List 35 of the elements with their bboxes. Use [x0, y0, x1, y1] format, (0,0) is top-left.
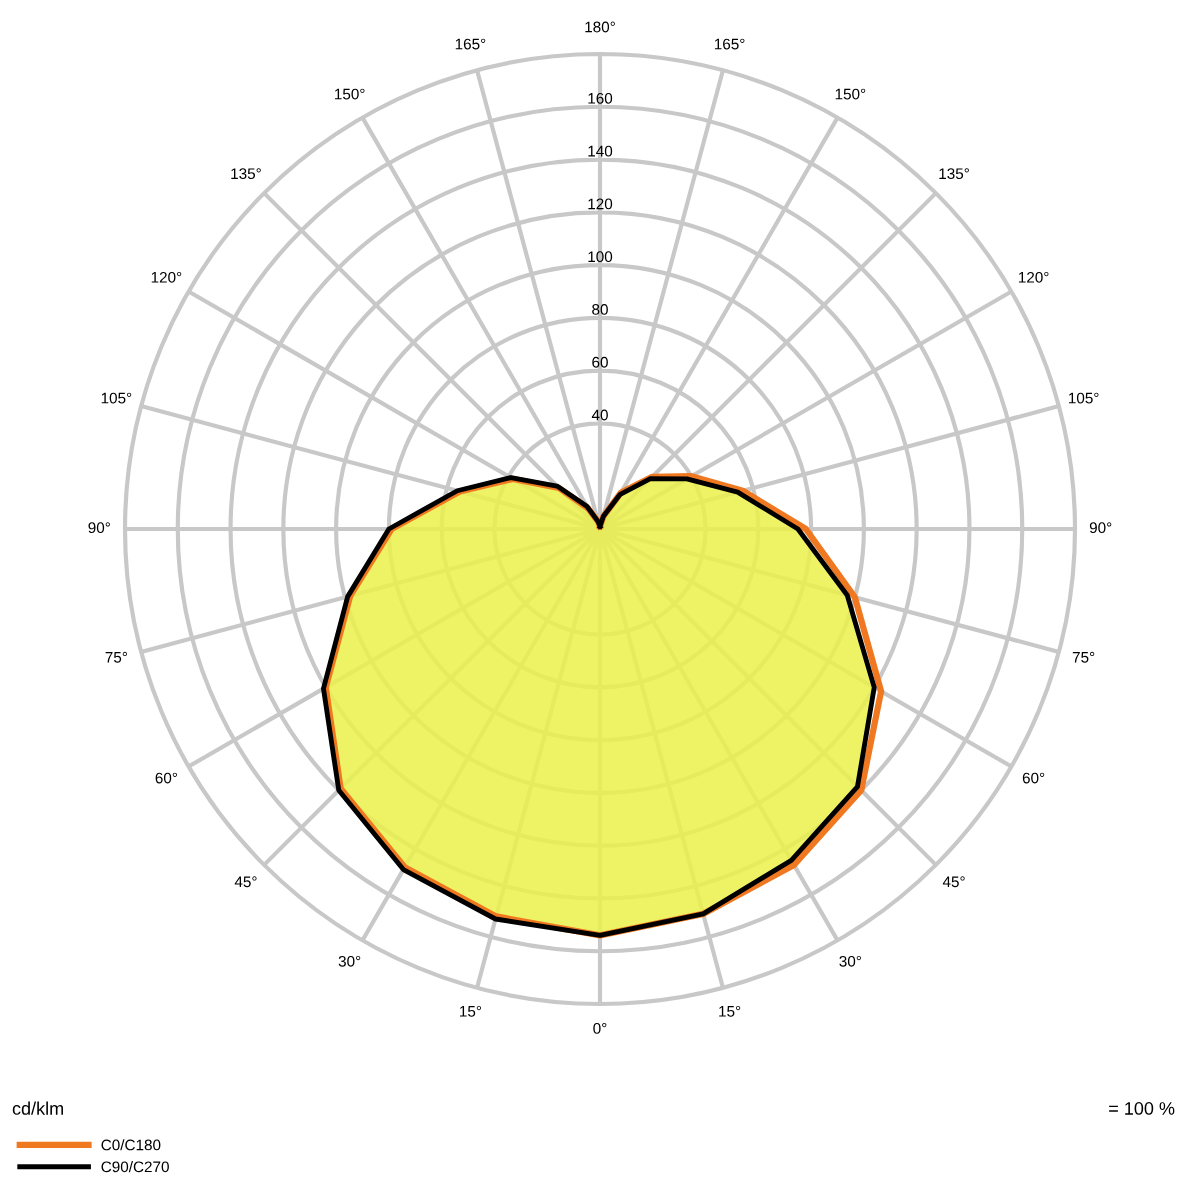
spoke-label: 120° [1018, 271, 1049, 283]
spoke-label: 60° [155, 772, 178, 784]
text: = 100 % [1109, 1102, 1175, 1115]
spoke-label: 30° [338, 955, 361, 967]
y-tick-label: 100 [588, 251, 613, 263]
spoke-label: 15° [460, 1005, 482, 1017]
spoke-label: 30° [839, 955, 861, 967]
spoke-label: 135° [939, 168, 969, 180]
y-tick-label: 140 [588, 145, 613, 157]
spoke-label: 150° [335, 88, 365, 100]
text: cd/klm [12, 1101, 63, 1115]
y-tick-label: 60 [592, 356, 608, 368]
spoke-label: 105° [1069, 392, 1099, 404]
spoke-label: 0° [593, 1022, 607, 1034]
spoke-label: 15° [719, 1005, 741, 1017]
y-tick-label: 160 [588, 92, 613, 104]
spoke-label: 45° [234, 876, 257, 888]
spoke-label: 135° [231, 168, 261, 180]
y-tick-label: 40 [591, 409, 608, 421]
legend-label: C90/C270 [101, 1161, 169, 1173]
spoke-label: 75° [105, 651, 127, 663]
spoke-label: 45° [942, 876, 965, 888]
y-tick-label: 120 [588, 198, 613, 210]
spoke-label: 105° [101, 392, 132, 404]
spoke-label: 120° [151, 271, 182, 283]
spoke-label: 180° [585, 21, 615, 33]
spoke-label: 75° [1072, 651, 1095, 663]
spoke-label: 60° [1022, 772, 1045, 784]
y-tick-label: 80 [592, 304, 608, 315]
spoke-label: 165° [714, 38, 745, 50]
spoke-label: 150° [835, 88, 866, 100]
legend-label: C0/C180 [101, 1139, 161, 1151]
spoke-label: 90° [88, 522, 110, 534]
spoke-label: 90° [1089, 522, 1112, 534]
spoke-label: 165° [455, 38, 486, 50]
